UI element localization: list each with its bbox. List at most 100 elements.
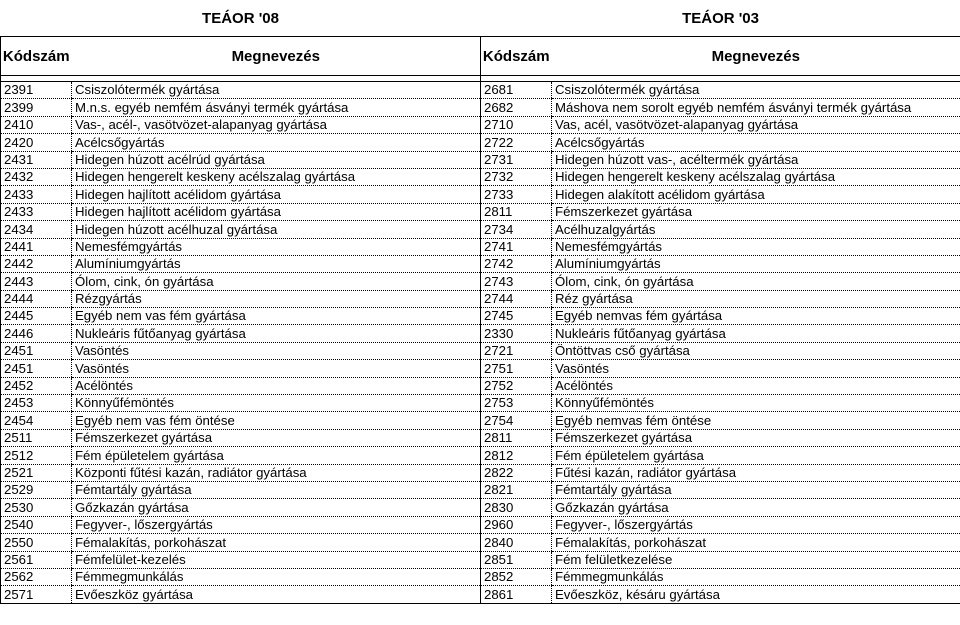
cell-code-08: 2442 — [0, 255, 72, 274]
group-header-row: TEÁOR '08 TEÁOR '03 — [1, 0, 960, 37]
cell-name-03: Réz gyártása — [551, 290, 960, 309]
cell-code-03: 2682 — [480, 98, 552, 117]
cell-name-08: Nukleáris fűtőanyag gyártása — [70, 324, 481, 343]
table-row: 2420 Acélcsőgyártás 2722 Acélcsőgyártás — [0, 133, 960, 152]
header-spacer — [0, 75, 960, 82]
cell-name-03: Fegyver-, lőszergyártás — [551, 516, 960, 535]
cell-code-03: 2732 — [480, 168, 552, 187]
cell-code-08: 2452 — [0, 377, 72, 396]
cell-name-08: Hidegen húzott acélhuzal gyártása — [70, 220, 481, 239]
cell-name-03: Öntöttvas cső gyártása — [551, 342, 960, 361]
cell-name-08: Hidegen hajlított acélidom gyártása — [70, 203, 481, 222]
cell-name-08: Ólom, cink, ón gyártása — [70, 272, 481, 291]
classification-table: TEÁOR '08 TEÁOR '03 Kódszám Megnevezés K… — [0, 0, 960, 604]
cell-code-08: 2432 — [0, 168, 72, 187]
cell-name-03: Fém felületkezelése — [551, 551, 960, 569]
cell-code-08: 2444 — [0, 290, 72, 309]
cell-code-03: 2960 — [480, 516, 552, 535]
cell-code-03: 2745 — [480, 307, 552, 326]
col-header-code-08: Kódszám — [0, 36, 72, 76]
cell-name-08: Könnyűfémöntés — [70, 394, 481, 413]
teaor-08-header: TEÁOR '08 — [202, 9, 279, 27]
cell-name-03: Fémmegmunkálás — [551, 568, 960, 587]
table-row: 2410 Vas-, acél-, vasötvözet-alapanyag gy… — [0, 116, 960, 135]
cell-code-03: 2754 — [480, 411, 552, 430]
cell-name-03: Hidegen alakított acélidom gyártása — [551, 185, 960, 204]
cell-code-08: 2562 — [0, 568, 72, 587]
cell-name-03: Acélöntés — [551, 377, 960, 396]
cell-code-08: 2453 — [0, 394, 72, 413]
cell-code-08: 2530 — [0, 498, 72, 517]
table-row: 2562 Fémmegmunkálás 2852 Fémmegmunkálás — [0, 568, 960, 587]
cell-name-03: Csiszolótermék gyártása — [551, 81, 960, 100]
cell-code-03: 2734 — [480, 220, 552, 239]
col-header-code-03: Kódszám — [480, 36, 552, 76]
cell-code-08: 2445 — [0, 307, 72, 326]
cell-code-03: 2852 — [480, 568, 552, 587]
table-row: 2433 Hidegen hajlított acélidom gyártása 2… — [0, 203, 960, 222]
cell-code-08: 2441 — [0, 238, 72, 256]
table-row: 2441 Nemesfémgyártás 2741 Nemesfémgyártás — [0, 238, 960, 256]
cell-name-08: Csiszolótermék gyártása — [70, 81, 481, 100]
cell-code-03: 2840 — [480, 533, 552, 552]
cell-name-03: Vasöntés — [551, 359, 960, 378]
cell-name-08: Vasöntés — [70, 342, 481, 361]
table-row: 2571 Evőeszköz gyártása 2861 Evőeszköz, kés… — [0, 585, 960, 604]
cell-name-03: Acélcsőgyártás — [551, 133, 960, 152]
cell-name-08: Gőzkazán gyártása — [70, 498, 481, 517]
cell-name-03: Egyéb nemvas fém öntése — [551, 411, 960, 430]
cell-code-08: 2512 — [0, 446, 72, 465]
cell-code-03: 2811 — [480, 429, 552, 448]
table-row: 2433 Hidegen hajlított acélidom gyártása 2… — [0, 185, 960, 204]
cell-code-08: 2443 — [0, 272, 72, 291]
cell-name-08: Acélcsőgyártás — [70, 133, 481, 152]
cell-code-03: 2751 — [480, 359, 552, 378]
cell-name-08: Hidegen hajlított acélidom gyártása — [70, 185, 481, 204]
cell-name-08: Acélöntés — [70, 377, 481, 396]
cell-name-08: Központi fűtési kazán, radiátor gyártása — [70, 464, 481, 482]
cell-code-08: 2529 — [0, 481, 72, 500]
table-row: 2444 Rézgyártás 2744 Réz gyártása — [0, 290, 960, 309]
cell-name-08: Fém épületelem gyártása — [70, 446, 481, 465]
cell-code-03: 2822 — [480, 464, 552, 482]
cell-code-08: 2571 — [0, 585, 72, 604]
cell-name-08: Fémfelület-kezelés — [70, 551, 481, 569]
table-row: 2512 Fém épületelem gyártása 2812 Fém épüle… — [0, 446, 960, 465]
table-row: 2443 Ólom, cink, ón gyártása 2743 Ólom, cin… — [0, 272, 960, 291]
table-row: 2511 Fémszerkezet gyártása 2811 Fémszerkeze… — [0, 429, 960, 448]
cell-name-08: Fémtartály gyártása — [70, 481, 481, 500]
cell-code-03: 2812 — [480, 446, 552, 465]
table-row: 2446 Nukleáris fűtőanyag gyártása 2330 Nukl… — [0, 324, 960, 343]
table-row: 2561 Fémfelület-kezelés 2851 Fém felületkez… — [0, 551, 960, 569]
cell-code-03: 2743 — [480, 272, 552, 291]
table-row: 2442 Alumíniumgyártás 2742 Alumíniumgyártás — [0, 255, 960, 274]
cell-code-08: 2454 — [0, 411, 72, 430]
table-body: 2391 Csiszolótermék gyártása 2681 Csiszolót… — [0, 81, 960, 604]
cell-code-03: 2861 — [480, 585, 552, 604]
col-header-name-03: Megnevezés — [551, 36, 960, 76]
cell-code-03: 2752 — [480, 377, 552, 396]
cell-name-03: Fűtési kazán, radiátor gyártása — [551, 464, 960, 482]
cell-code-03: 2851 — [480, 551, 552, 569]
cell-code-03: 2753 — [480, 394, 552, 413]
cell-code-03: 2741 — [480, 238, 552, 256]
cell-code-03: 2744 — [480, 290, 552, 309]
cell-code-03: 2330 — [480, 324, 552, 343]
cell-name-03: Nukleáris fűtőanyag gyártása — [551, 324, 960, 343]
table-row: 2454 Egyéb nem vas fém öntése 2754 Egyéb ne… — [0, 411, 960, 430]
cell-code-08: 2511 — [0, 429, 72, 448]
cell-code-03: 2710 — [480, 116, 552, 135]
cell-code-03: 2733 — [480, 185, 552, 204]
table-row: 2550 Fémalakítás, porkohászat 2840 Fémalakí… — [0, 533, 960, 552]
cell-name-03: Nemesfémgyártás — [551, 238, 960, 256]
cell-name-08: Hidegen hengerelt keskeny acélszalag gyá… — [70, 168, 481, 187]
cell-code-08: 2434 — [0, 220, 72, 239]
cell-code-03: 2830 — [480, 498, 552, 517]
cell-code-03: 2742 — [480, 255, 552, 274]
table-row: 2445 Egyéb nem vas fém gyártása 2745 Egyéb … — [0, 307, 960, 326]
cell-code-03: 2731 — [480, 151, 552, 169]
table-row: 2451 Vasöntés 2751 Vasöntés — [0, 359, 960, 378]
cell-name-08: Fémmegmunkálás — [70, 568, 481, 587]
cell-name-03: Hidegen hengerelt keskeny acélszalag gyá… — [551, 168, 960, 187]
cell-name-03: Ólom, cink, ón gyártása — [551, 272, 960, 291]
